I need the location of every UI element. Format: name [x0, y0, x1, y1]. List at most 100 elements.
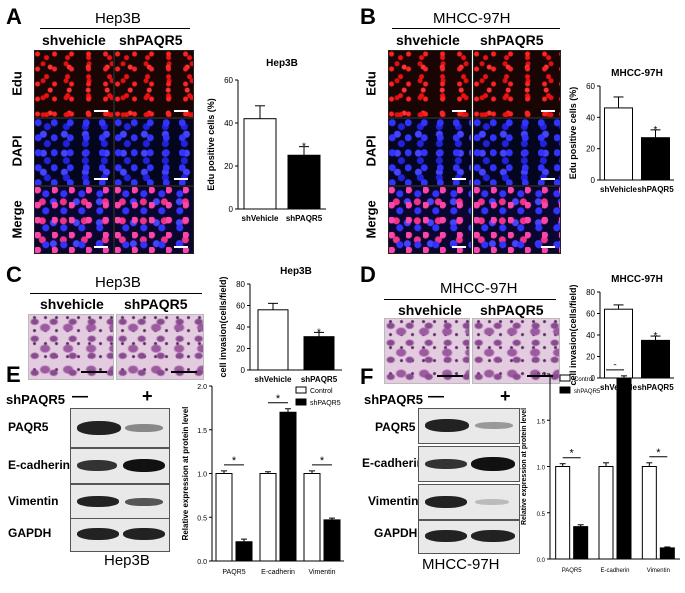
x-tick-label: shPAQR5 [301, 375, 338, 384]
significance-mark: * [276, 393, 281, 405]
panel-a-row-merge: Merge [9, 200, 25, 239]
y-tick-label: 40 [236, 323, 245, 332]
micrograph-a-edu-shvehicle [34, 50, 114, 118]
x-tick-label: shVehicle [242, 214, 279, 223]
panel-b-label: B [360, 4, 376, 29]
x-tick-label: E-cadherin [261, 569, 295, 576]
micrograph-b-dapi-shvehicle [388, 118, 472, 186]
bar-shpaqr5 [641, 339, 670, 379]
blot-e-ecadherin [70, 448, 170, 484]
micrograph-a-dapi-shpaqr5 [114, 118, 194, 186]
micrograph-d-invasion-shvehicle [384, 318, 470, 384]
y-axis-label: Relative expression at protein level [181, 407, 190, 541]
panel-e-plus: + [142, 386, 153, 406]
blot-f-ecadherin [418, 446, 520, 482]
y-tick-label: 80 [586, 288, 595, 297]
panel-f-protein-ecadherin: E-cadherin [362, 456, 425, 470]
panel-c-cond-1: shvehicle [40, 296, 104, 312]
panel-e-label: E [6, 362, 21, 387]
panel-a-cond-2: shPAQR5 [119, 32, 183, 48]
y-tick-label: 0.5 [537, 512, 546, 518]
y-tick-label: 20 [586, 145, 595, 154]
bar-control-paqr5 [555, 466, 571, 560]
chart-f-protein-expression: 0.0 0.5 1.0 1.5 2.0 Relative expression at pr… [521, 364, 680, 574]
panel-b-title: MHCC-97H [433, 10, 511, 27]
y-tick-label: 0.5 [197, 515, 207, 522]
panel-f-protein-gapdh: GAPDH [374, 526, 418, 540]
micrograph-c-invasion-shvehicle [28, 314, 114, 380]
y-tick-label: 2.0 [197, 384, 207, 391]
panel-a-cond-1: shvehicle [42, 32, 106, 48]
x-tick-label: shVehicle [255, 375, 292, 384]
y-tick-label: 1.0 [197, 472, 207, 479]
significance-mark: * [302, 142, 306, 153]
micrograph-a-edu-shpaqr5 [114, 50, 194, 118]
bar-shvehicle [257, 309, 289, 371]
y-axis-label: Relative expression at protein level [521, 408, 528, 525]
x-tick-label: PAQR5 [222, 569, 245, 576]
panel-e-protein-gapdh: GAPDH [8, 526, 52, 540]
chart-c-invasion-hep3b: Hep3B 0 20 40 60 80 cell invasion(cells/field)… [218, 266, 342, 384]
bar-control-e-cadherin [259, 473, 277, 562]
panel-f-protein-vimentin: Vimentin [368, 494, 419, 508]
blot-f-gapdh [418, 520, 520, 554]
y-tick-label: 60 [586, 82, 595, 91]
micrograph-a-dapi-shvehicle [34, 118, 114, 186]
panel-e-minus: — [72, 388, 88, 405]
micrograph-a-merge-shpaqr5 [114, 186, 194, 254]
y-tick-label: 20 [236, 345, 245, 354]
legend-swatch-shpaqr5 [559, 386, 571, 394]
y-tick-label: 0 [591, 176, 596, 185]
legend-label-shpaqr5: shPAQR5 [574, 389, 601, 395]
panel-f-sh-label: shPAQR5 [364, 392, 423, 407]
micrograph-b-dapi-shpaqr5 [473, 118, 561, 186]
bar-shpaqr5-vimentin [323, 519, 341, 562]
bar-shvehicle [604, 107, 633, 181]
y-tick-label: 20 [224, 162, 233, 171]
y-tick-label: 60 [224, 76, 233, 85]
legend-label-control: Control [574, 377, 593, 383]
y-tick-label: 1.5 [197, 428, 207, 435]
panel-f-cell-line: MHCC-97H [422, 556, 500, 573]
bar-shvehicle [243, 118, 277, 210]
panel-d-title: MHCC-97H [440, 280, 518, 297]
blot-f-paqr5 [418, 408, 520, 444]
x-tick-label: shPAQR5 [286, 214, 323, 223]
significance-mark: * [320, 455, 325, 467]
y-tick-label: 1.5 [537, 419, 546, 425]
y-tick-label: 40 [586, 113, 595, 122]
legend-swatch-control [295, 386, 307, 394]
bar-control-vimentin [303, 473, 321, 562]
y-tick-label: 60 [586, 310, 595, 319]
panel-a-label: A [6, 4, 22, 29]
micrograph-b-merge-shpaqr5 [473, 186, 561, 254]
x-tick-label: shPAQR5 [637, 383, 674, 392]
bar-shpaqr5 [287, 154, 321, 210]
significance-mark: * [654, 125, 658, 136]
significance-mark: * [656, 447, 661, 459]
panel-d-cond-1: shvehicle [398, 302, 462, 318]
chart-a-edu-hep3b: Hep3B 0 20 40 60 Edu positive cells (%) shVehi… [206, 58, 326, 223]
legend-label-control: Control [310, 388, 333, 395]
panel-c-cond-2: shPAQR5 [124, 296, 188, 312]
panel-e-protein-ecadherin: E-cadherin [8, 458, 71, 472]
y-tick-label: 0 [241, 366, 246, 375]
y-axis-label: cell invasion(cells/field) [218, 276, 228, 377]
panel-a-title: Hep3B [95, 10, 141, 27]
x-tick-label: shPAQR5 [637, 185, 674, 194]
panel-e-sh-label: shPAQR5 [6, 392, 65, 407]
bar-shpaqr5 [303, 336, 335, 371]
bar-shpaqr5 [641, 137, 670, 181]
legend-swatch-control [559, 374, 571, 382]
bar-shpaqr5-paqr5 [573, 526, 589, 560]
panel-c-title-line [30, 293, 202, 294]
micrograph-b-edu-shvehicle [388, 50, 472, 118]
y-tick-label: 80 [236, 280, 245, 289]
panel-b-cond-1: shvehicle [396, 32, 460, 48]
panel-b-row-dapi: DAPI [363, 135, 379, 167]
legend-label-shpaqr5: shPAQR5 [310, 400, 341, 407]
panel-e-cell-line: Hep3B [104, 552, 150, 569]
chart-title: Hep3B [266, 58, 298, 69]
chart-title: MHCC-97H [611, 274, 663, 285]
blot-e-gapdh [70, 518, 170, 552]
